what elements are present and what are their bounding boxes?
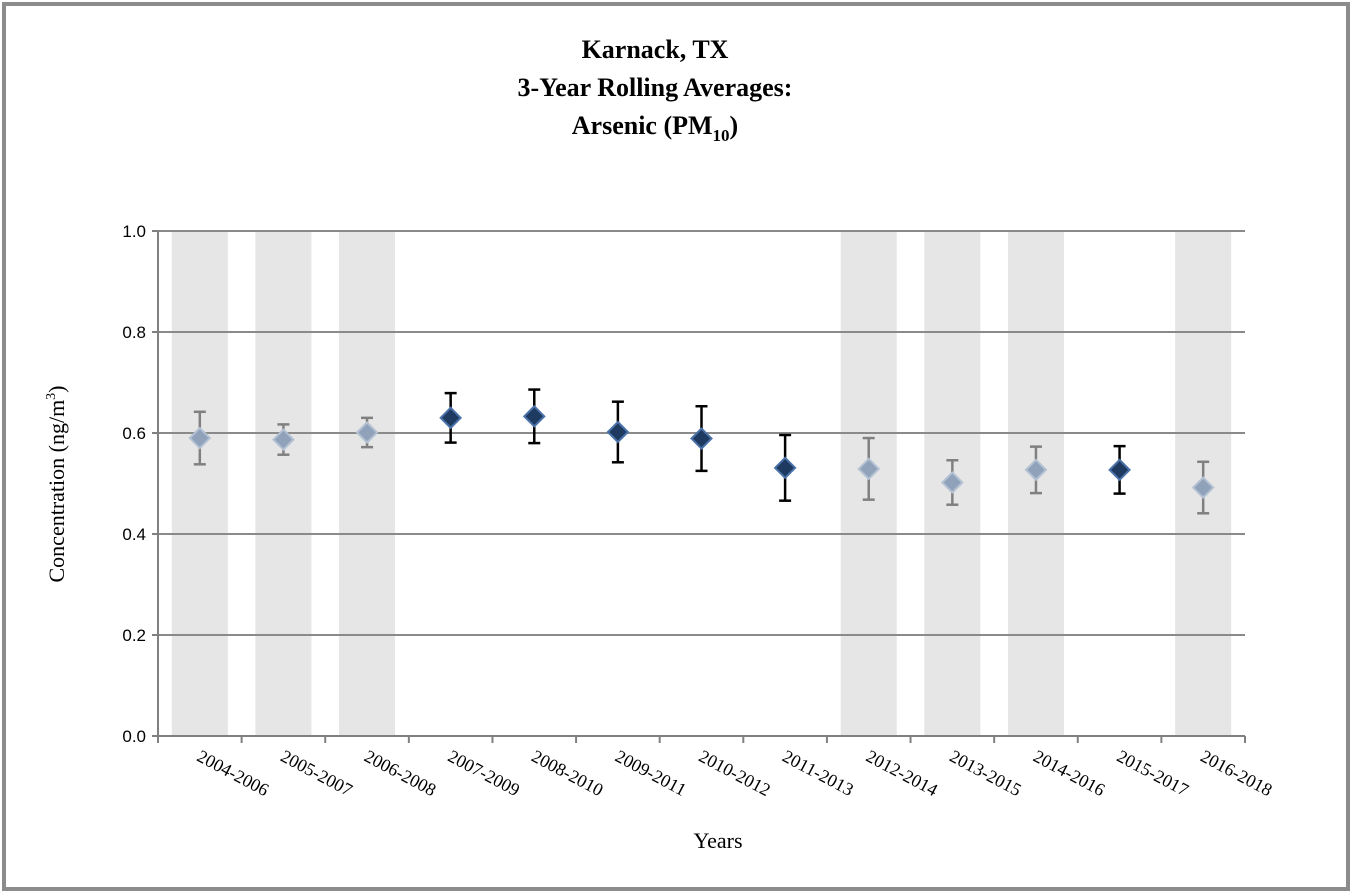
y-label-text: )	[44, 385, 69, 392]
chart-title: Arsenic (PM10)	[572, 111, 738, 145]
y-tick-label: 1.0	[122, 222, 146, 241]
chart-title: Karnack, TX	[582, 35, 729, 64]
y-tick-label: 0.0	[122, 727, 146, 746]
data-point	[355, 421, 379, 444]
data-point	[857, 457, 881, 481]
data-point	[1108, 458, 1131, 482]
title-text: )	[730, 111, 739, 140]
y-tick-label: 0.4	[122, 525, 146, 544]
chart-title: 3-Year Rolling Averages:	[518, 73, 793, 102]
y-tick-label: 0.8	[122, 323, 146, 342]
data-point	[606, 420, 630, 444]
shaded-band	[255, 231, 312, 736]
data-point	[522, 404, 546, 428]
data-point	[439, 406, 463, 430]
y-label-superscript: 3	[44, 393, 59, 400]
data-point	[272, 428, 295, 451]
title-subscript: 10	[713, 126, 730, 145]
title-text: Arsenic (PM	[572, 111, 713, 140]
shaded-band	[339, 231, 396, 736]
y-axis-label: Concentration (ng/m3)	[44, 385, 69, 582]
y-tick-label: 0.2	[122, 626, 146, 645]
x-axis-label: Years	[693, 828, 742, 853]
shaded-band	[171, 231, 228, 736]
data-point	[1191, 476, 1215, 499]
y-tick-label: 0.6	[122, 424, 146, 443]
data-point	[773, 456, 797, 480]
data-point	[188, 426, 212, 450]
data-point	[940, 471, 964, 494]
data-point	[1024, 458, 1048, 482]
y-label-text: Concentration (ng/m	[44, 400, 69, 583]
data-point	[690, 427, 713, 450]
